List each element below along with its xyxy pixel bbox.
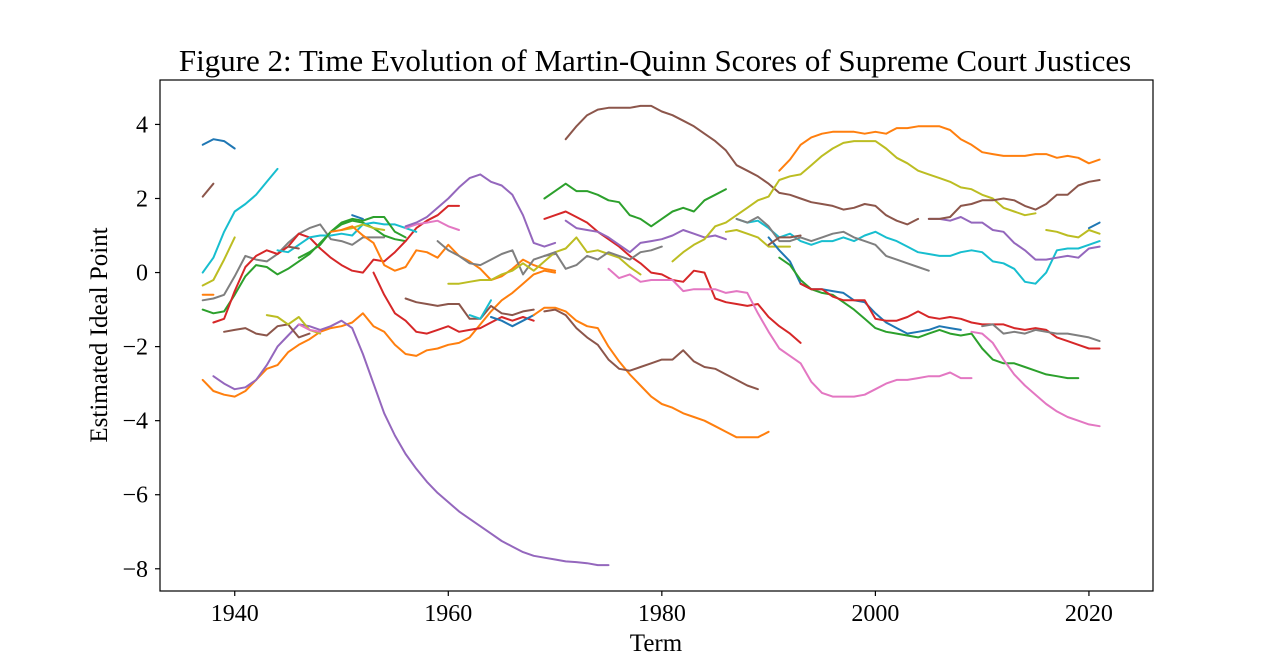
- series-line-21: [404, 219, 460, 231]
- x-tick-label: 2020: [1065, 601, 1113, 627]
- series-line-36: [671, 140, 1037, 263]
- y-tick-label: −2: [122, 335, 148, 361]
- series-line-9: [201, 269, 557, 398]
- series-line-45: [927, 216, 1101, 261]
- x-axis-ticks: 1940 1960 1980 2000 2020: [211, 591, 1113, 627]
- series-line-4: [201, 236, 236, 287]
- y-axis-label: Estimated Ideal Point: [86, 227, 113, 442]
- series-line-14: [287, 245, 300, 250]
- series-line-25: [468, 299, 492, 320]
- series-line-8: [212, 204, 460, 324]
- y-axis-ticks: 4 2 0 −2 −4 −6 −8: [122, 112, 160, 583]
- x-axis-label: Term: [630, 630, 683, 657]
- y-tick-label: 2: [136, 186, 148, 212]
- series-line-50: [1087, 221, 1101, 230]
- y-tick-label: −6: [122, 483, 148, 509]
- series-line-46: [927, 179, 1101, 220]
- series-line-2: [201, 182, 215, 198]
- series-line-22: [404, 173, 557, 248]
- series-line-11: [223, 323, 311, 339]
- series-line-48: [970, 330, 1101, 428]
- series-line-16: [297, 323, 322, 333]
- y-tick-label: −8: [122, 557, 148, 583]
- chart-title: Figure 2: Time Evolution of Martin-Quinn…: [179, 43, 1131, 78]
- series-line-29: [543, 182, 727, 228]
- series-line-10: [212, 319, 610, 567]
- series-line-38: [735, 217, 1101, 285]
- series-line-18: [340, 223, 386, 231]
- series-line-13: [276, 221, 418, 254]
- series-line-41: [767, 234, 802, 246]
- y-tick-label: 0: [136, 261, 148, 287]
- series-line-1: [201, 138, 236, 150]
- series-line-31: [564, 219, 727, 254]
- x-tick-label: 1940: [211, 601, 259, 627]
- series-line-27: [490, 314, 535, 328]
- series-line-30: [564, 104, 920, 226]
- series-line-35: [607, 267, 973, 398]
- series-line-20: [372, 271, 535, 335]
- series-line-34: [543, 308, 759, 391]
- series-line-5: [201, 223, 386, 302]
- x-tick-label: 1980: [638, 601, 686, 627]
- series-line-23: [436, 240, 557, 276]
- x-tick-label: 1960: [424, 601, 472, 627]
- series-line-33: [532, 306, 770, 439]
- series-line-40: [735, 216, 930, 272]
- x-tick-label: 2000: [851, 601, 899, 627]
- series-line-32: [543, 245, 663, 270]
- series-line-3: [201, 167, 279, 274]
- series-line-17: [351, 214, 364, 220]
- series-line-49: [1045, 229, 1101, 239]
- y-tick-label: 4: [136, 112, 148, 138]
- plot-area-frame: [159, 79, 1154, 592]
- series-line-44: [778, 125, 1101, 172]
- series-line-47: [981, 323, 1101, 343]
- series-lines: [201, 104, 1101, 567]
- series-line-15: [297, 216, 407, 259]
- series-line-24: [404, 297, 535, 320]
- y-tick-label: −4: [122, 409, 148, 435]
- series-line-37: [724, 229, 791, 248]
- series-line-26: [447, 236, 642, 285]
